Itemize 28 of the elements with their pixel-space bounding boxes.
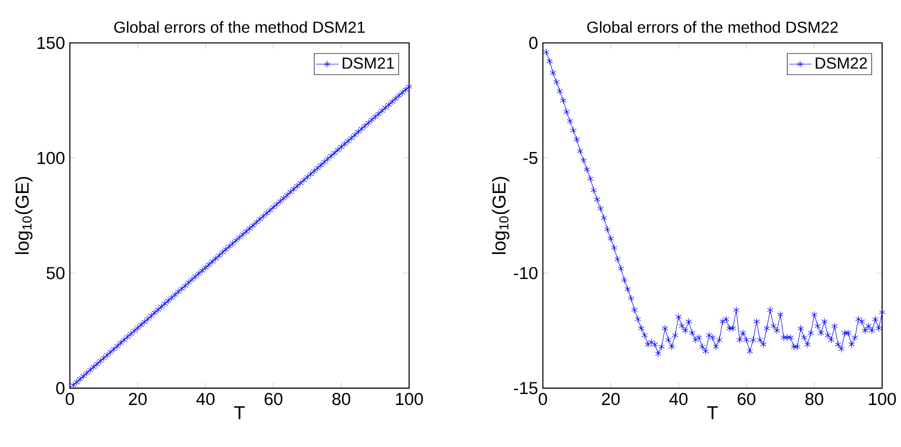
x-tick-label: 0 — [538, 392, 547, 406]
x-axis-title: T — [234, 406, 245, 420]
x-tick-label: 0 — [66, 392, 74, 406]
chart-title: Global errors of the method DSM22 — [587, 21, 838, 33]
x-tick-label: 100 — [396, 392, 423, 406]
x-tick-label: 40 — [196, 392, 215, 406]
legend-label: DSM21 — [342, 58, 394, 69]
x-tick-label: 60 — [264, 392, 282, 406]
x-tick-label: 80 — [332, 392, 350, 406]
x-tick-label: 60 — [738, 392, 756, 406]
y-tick-label: -15 — [514, 382, 538, 394]
y-axis-title: log$_{10}$(GE) — [492, 176, 510, 254]
y-tick-label: 0 — [529, 36, 538, 50]
y-tick-label: -5 — [524, 152, 538, 164]
x-tick-label: 100 — [869, 392, 896, 406]
y-tick-label: -10 — [514, 266, 538, 280]
y-axis-title: log$_{10}$(GE) — [15, 176, 32, 254]
legend-label: DSM22 — [816, 58, 867, 69]
x-tick-label: 20 — [128, 392, 147, 406]
y-tick-label: 150 — [38, 36, 64, 50]
y-tick-label: 0 — [56, 382, 64, 394]
chart-title: Global errors of the method DSM21 — [114, 21, 365, 33]
x-tick-label: 40 — [669, 392, 688, 406]
y-tick-label: 50 — [46, 266, 64, 280]
x-tick-label: 80 — [805, 392, 824, 406]
x-tick-label: 20 — [602, 392, 620, 406]
x-axis-title: T — [707, 406, 718, 420]
y-tick-label: 100 — [38, 152, 64, 164]
